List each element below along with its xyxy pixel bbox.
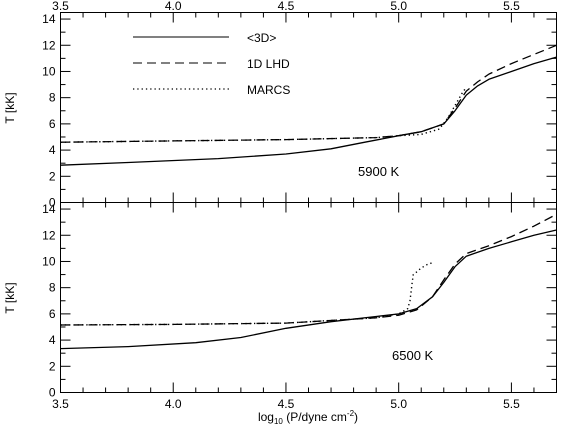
- series-line-solid-panel-2: [60, 229, 557, 350]
- bottom-panel-frame: [60, 202, 557, 393]
- bottom-x-tick-label: 5.0: [390, 397, 407, 411]
- y-tick-label: 6: [49, 307, 56, 321]
- y-tick-label: 0: [49, 196, 56, 210]
- series-line-dashed-panel-1: [60, 44, 557, 143]
- y-tick-label: 14: [42, 12, 56, 26]
- axis-ticks: [60, 12, 557, 393]
- y-tick-label: 8: [49, 91, 56, 105]
- top-y-axis-title: T [kK]: [3, 92, 17, 123]
- data-series: [60, 44, 557, 350]
- y-tick-label: 2: [49, 169, 56, 183]
- legend-label-1d-lhd: 1D LHD: [247, 57, 290, 71]
- top-x-tick-label: 5.5: [503, 0, 520, 13]
- y-tick-label: 0: [49, 386, 56, 400]
- y-tick-label: 10: [42, 254, 56, 268]
- y-tick-label: 10: [42, 64, 56, 78]
- top-x-tick-label: 3.5: [52, 0, 69, 13]
- y-tick-label: 14: [42, 202, 56, 216]
- bottom-x-tick-label: 5.5: [503, 397, 520, 411]
- series-line-solid-panel-1: [60, 56, 557, 166]
- bottom-x-tick-label: 4.5: [278, 397, 295, 411]
- top-x-tick-label: 4.5: [278, 0, 295, 13]
- legend-label-marcs: MARCS: [247, 83, 290, 97]
- top-x-tick-label: 5.0: [390, 0, 407, 13]
- legend: <3D> 1D LHD MARCS: [133, 31, 290, 97]
- y-tick-label: 8: [49, 281, 56, 295]
- y-tick-label: 12: [42, 228, 56, 242]
- x-axis-title: log10 (P/dyne cm-2): [258, 409, 358, 426]
- top-x-tick-label: 4.0: [165, 0, 182, 13]
- bottom-panel-label: 6500 K: [392, 348, 434, 363]
- y-tick-label: 4: [49, 333, 56, 347]
- bottom-x-tick-label: 3.5: [52, 397, 69, 411]
- series-line-dotted-panel-2: [60, 262, 433, 326]
- y-tick-label: 12: [42, 38, 56, 52]
- tick-labels: 02468101214024681012143.53.54.04.04.54.5…: [42, 0, 520, 411]
- top-panel-frame: [60, 12, 557, 203]
- y-tick-label: 4: [49, 143, 56, 157]
- series-line-dashed-panel-2: [60, 213, 557, 326]
- legend-label-3d: <3D>: [247, 31, 276, 45]
- y-tick-label: 2: [49, 359, 56, 373]
- y-tick-label: 6: [49, 117, 56, 131]
- top-panel-label: 5900 K: [358, 164, 400, 179]
- bottom-x-tick-label: 4.0: [165, 397, 182, 411]
- bottom-y-axis-title: T [kK]: [3, 282, 17, 313]
